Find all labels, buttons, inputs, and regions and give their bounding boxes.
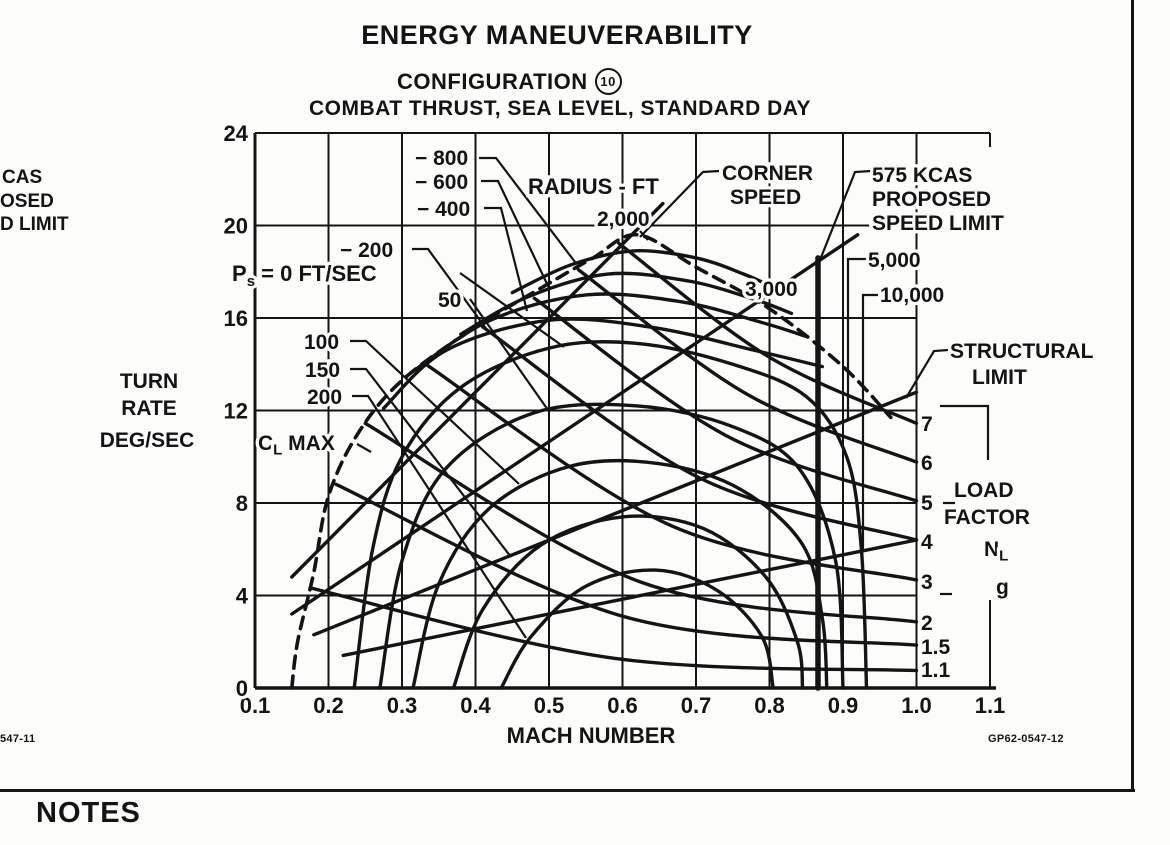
curve-label: 2: [921, 612, 933, 635]
curve-label: STRUCTURAL: [950, 340, 1094, 363]
axis-labels: 0.1 0.2 0.3 0.4 0.5 0.6 0.7 0.8 0.9 1.0 1.1 0 4 8 12 16…: [220, 118, 1008, 752]
series-psm400: [411, 292, 808, 373]
series-ps150: [451, 514, 805, 690]
series-n2: [363, 421, 919, 624]
curve-label: DEG/SEC: [100, 429, 195, 452]
series-n6: [576, 268, 919, 464]
curve-label: TURN: [120, 370, 178, 393]
notes-heading: NOTES: [36, 797, 141, 829]
curve-label: 5,000: [868, 249, 921, 272]
curve-label: 575 KCAS: [872, 164, 972, 187]
curve-label: 8: [236, 491, 248, 516]
curve-label: 0: [236, 676, 248, 701]
series-r2000: [290, 201, 665, 579]
curve-label: g: [996, 576, 1009, 599]
series-n1_5: [334, 482, 919, 647]
curve-label: 0.1: [240, 693, 271, 718]
configuration-number-circle: 10: [594, 68, 622, 95]
curve-label: 10,000: [880, 284, 944, 307]
curve-label: 3: [921, 571, 933, 594]
curve-label: 150: [305, 359, 340, 382]
curve-label: 16: [224, 306, 248, 331]
condition-line: COMBAT THRUST, SEA LEVEL, STANDARD DAY: [308, 97, 812, 120]
curve-label: 3,000: [745, 278, 798, 301]
curve-label: 0.3: [387, 693, 418, 718]
curve-label: 0.5: [534, 693, 565, 718]
curve-label: 2,000: [597, 208, 650, 231]
curve-label: 0.7: [681, 693, 712, 718]
curve-label: − 800: [415, 147, 468, 170]
curve-label: MACH NUMBER: [507, 723, 676, 748]
curve-label: 100: [304, 331, 339, 354]
section-divider-line: [0, 789, 1135, 792]
curve-label: 1.5: [921, 636, 951, 659]
curve-label: 50: [438, 289, 461, 312]
curve-label: 0.4: [460, 693, 491, 718]
configuration-line: CONFIGURATION 10: [397, 68, 622, 95]
figure-number-left: 547-11: [0, 733, 36, 745]
curve-label: SPEED: [730, 186, 801, 209]
curve-label: 4: [921, 531, 933, 554]
curve-label: PROPOSED: [872, 188, 991, 211]
curve-label: − 600: [415, 171, 468, 194]
curve-label: SPEED LIMIT: [872, 212, 1004, 235]
curve-label: − 200: [340, 239, 393, 262]
curve-label: RADIUS - FT: [528, 174, 659, 199]
curve-label: 200: [307, 386, 342, 409]
left-edge-fragment-2: OSED: [0, 191, 54, 212]
annotations: − 800− 600 − 400 − 200 RADIUS - FT 2,000 3,00…: [96, 144, 1096, 686]
series-ps0: [352, 340, 869, 690]
series-psm800: [510, 249, 772, 295]
curve-label: 20: [224, 214, 248, 239]
curve-label: LIMIT: [972, 366, 1027, 389]
curve-label: RATE: [121, 397, 177, 420]
curve-label: CORNER: [722, 162, 813, 185]
curve-label: 12: [224, 399, 248, 424]
figure-number-right: GP62-0547-12: [988, 733, 1064, 745]
curve-label: 5: [921, 492, 933, 515]
page-title: ENERGY MANEUVERABILITY: [361, 20, 753, 50]
series-ps50: [378, 402, 845, 690]
series-r10000: [341, 538, 919, 658]
curve-label: 0.8: [754, 693, 785, 718]
curve-label: FACTOR: [944, 506, 1030, 529]
curve-label: 24: [224, 121, 249, 146]
grid: [253, 132, 996, 690]
series-clmax: [290, 232, 893, 690]
series-n4: [481, 325, 919, 542]
curve-label: 1.1: [975, 693, 1006, 718]
curve-label: 0.9: [828, 693, 859, 718]
series-n3: [426, 363, 919, 582]
curve-label: CL MAX: [258, 432, 335, 459]
curve-label: 0.6: [607, 693, 638, 718]
leader-lines: [350, 156, 990, 639]
series-psm200: [381, 317, 825, 410]
series-n1_1: [308, 586, 919, 673]
left-edge-fragment-3: D LIMIT: [0, 214, 69, 235]
curve-label: 0.2: [313, 693, 344, 718]
left-edge-fragment-1: CAS: [2, 167, 43, 188]
curve-label: 1.1: [921, 659, 951, 682]
curve-label: 7: [921, 413, 933, 436]
configuration-label: CONFIGURATION: [397, 68, 588, 94]
curve-label: Ps = 0 FT/SEC: [232, 261, 377, 290]
curve-label: LOAD: [954, 479, 1014, 502]
series-n7: [617, 241, 919, 426]
page-border-line: [1131, 0, 1134, 791]
series-n5: [532, 296, 919, 503]
curve-label: 4: [236, 584, 249, 609]
configuration-number: 10: [600, 74, 616, 89]
curve-label: − 400: [417, 198, 470, 221]
series-r3000: [290, 233, 860, 616]
curve-label: 1.0: [901, 693, 932, 718]
curve-label: NL: [984, 538, 1008, 565]
curve-label: 6: [921, 452, 933, 475]
